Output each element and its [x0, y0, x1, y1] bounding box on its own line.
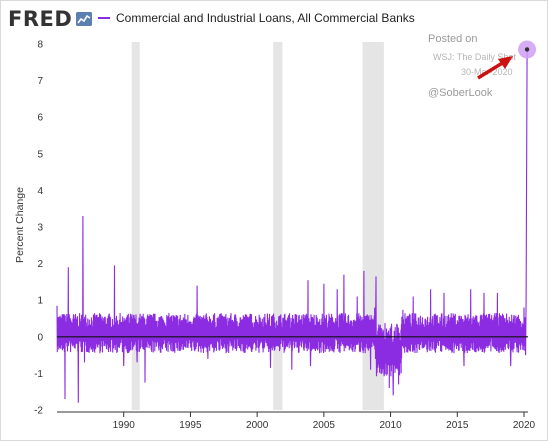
y-tick-label: 6 — [37, 113, 43, 124]
y-tick-label: 1 — [37, 296, 43, 307]
chart-header: FRED — [8, 6, 93, 32]
x-tick-label: 2010 — [379, 420, 402, 431]
y-tick-label: -1 — [34, 369, 43, 380]
fred-chart-icon — [76, 12, 93, 26]
y-tick-label: 3 — [37, 223, 43, 234]
recession-band — [273, 42, 283, 410]
y-axis-label: Percent Change — [14, 187, 26, 263]
y-axis: -2 -1 0 1 2 3 4 5 6 7 8 — [34, 40, 43, 417]
arrow-head-icon — [498, 56, 513, 69]
x-tick-label: 2005 — [313, 420, 336, 431]
fred-logo[interactable]: FRED — [8, 7, 73, 31]
y-tick-label: 2 — [37, 259, 43, 270]
series-group — [56, 49, 528, 403]
latest-data-point[interactable] — [524, 47, 530, 52]
source-text: WSJ: The Daily Shot — [433, 52, 516, 62]
x-tick-label: 2015 — [446, 420, 469, 431]
annotation-group: Posted on WSJ: The Daily Shot 30-Mar-202… — [428, 33, 537, 99]
chart-legend: Commercial and Industrial Loans, All Com… — [98, 11, 415, 25]
x-tick-label: 1990 — [113, 420, 136, 431]
legend-label: Commercial and Industrial Loans, All Com… — [116, 11, 415, 25]
recession-band — [131, 42, 140, 410]
y-tick-label: 7 — [37, 76, 43, 87]
y-tick-label: 4 — [37, 186, 43, 197]
y-tick-label: -2 — [34, 406, 43, 417]
posted-on-text: Posted on — [428, 33, 478, 45]
x-tick-label: 2020 — [513, 420, 536, 431]
y-tick-label: 8 — [37, 40, 43, 51]
x-tick-label: 2000 — [246, 420, 269, 431]
x-tick-label: 1995 — [179, 420, 202, 431]
x-axis: 1990 1995 2000 2005 2010 2015 2020 — [57, 411, 536, 431]
recession-bands — [131, 42, 384, 410]
legend-swatch — [98, 17, 110, 19]
y-tick-label: 5 — [37, 149, 43, 160]
series-line — [56, 49, 528, 403]
y-tick-label: 0 — [37, 332, 43, 343]
handle-text: @SoberLook — [428, 87, 493, 99]
arrow-shaft — [477, 60, 505, 80]
